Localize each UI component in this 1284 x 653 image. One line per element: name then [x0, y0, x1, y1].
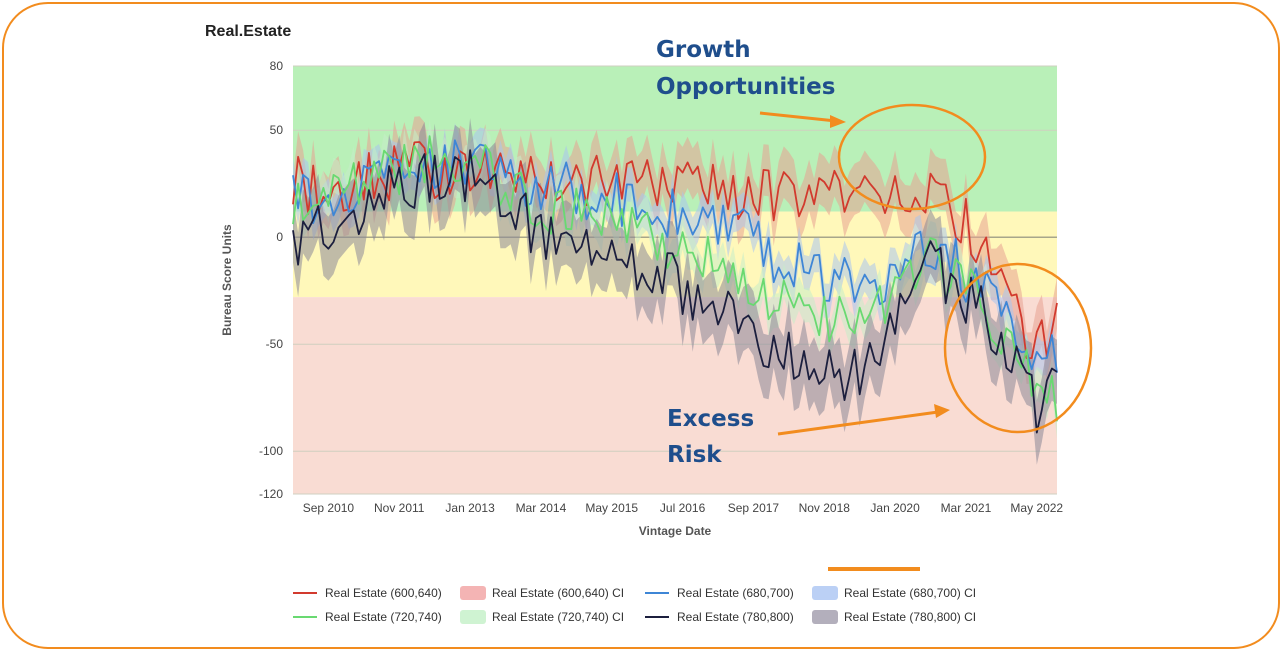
x-axis-ticks: Sep 2010 Nov 2011 Jan 2013 Mar 2014 May 2015… — [303, 501, 1064, 515]
legend-label: Real Estate (720,740) CI — [492, 610, 624, 624]
legend-item[interactable]: Real Estate (720,740) — [293, 610, 442, 624]
legend-label: Real Estate (600,640) — [325, 586, 442, 600]
risk-arrow-shaft — [777, 410, 939, 436]
x-tick-label: May 2022 — [1010, 501, 1063, 515]
x-tick-label: Jan 2013 — [445, 501, 495, 515]
x-tick-label: Sep 2017 — [728, 501, 780, 515]
y-tick-label: 50 — [270, 123, 284, 137]
growth-arrow-shaft — [759, 111, 837, 123]
x-tick-label: Sep 2010 — [303, 501, 355, 515]
growth-highlight-ellipse — [837, 103, 987, 211]
y-tick-label: -120 — [259, 487, 283, 501]
legend-label: Real Estate (680,700) — [677, 586, 794, 600]
legend-swatch-box — [812, 586, 838, 600]
excess-risk-annotation: Excess Risk — [667, 262, 1093, 468]
y-axis-label: Bureau Score Units — [220, 224, 234, 336]
growth-opportunities-annotation: Growth Opportunities — [656, 37, 987, 211]
legend-item[interactable]: Real Estate (600,640) — [293, 586, 442, 600]
series-line-3 — [292, 149, 1058, 434]
series-line-0 — [292, 141, 1058, 360]
legend-item[interactable]: Real Estate (600,640) CI — [460, 586, 624, 600]
risk-annotation-line-1: Excess — [667, 406, 754, 432]
x-axis-label: Vintage Date — [639, 524, 712, 538]
y-tick-label: 0 — [276, 230, 283, 244]
x-tick-label: Mar 2021 — [941, 501, 992, 515]
risk-highlight-ellipse — [943, 262, 1093, 434]
legend-item[interactable]: Real Estate (720,740) CI — [460, 610, 624, 624]
ci-band-series-3 — [293, 118, 1057, 465]
legend-label: Real Estate (680,700) CI — [844, 586, 976, 600]
growth-annotation-line-2: Opportunities — [656, 74, 835, 100]
growth-arrow-head — [830, 115, 846, 128]
y-axis-ticks: 80 50 0 -50 -100 -120 — [259, 59, 283, 501]
legend: Real Estate (600,640) Real Estate (600,64… — [293, 586, 976, 624]
risk-arrow-head — [934, 404, 950, 418]
legend-item[interactable]: Real Estate (780,800) CI — [812, 610, 976, 624]
score-band-2 — [293, 297, 1057, 494]
y-tick-label: -100 — [259, 444, 283, 458]
x-tick-label: May 2015 — [585, 501, 638, 515]
series-line-1 — [292, 139, 1058, 373]
legend-item[interactable]: Real Estate (780,800) — [645, 610, 794, 624]
x-tick-label: Nov 2018 — [799, 501, 851, 515]
legend-item[interactable]: Real Estate (680,700) CI — [812, 586, 976, 600]
risk-annotation-line-2: Risk — [667, 442, 722, 468]
series-line-2 — [292, 135, 1058, 422]
legend-label: Real Estate (780,800) — [677, 610, 794, 624]
legend-swatch-box — [812, 610, 838, 624]
x-tick-label: Jul 2016 — [660, 501, 706, 515]
chart-title: Real.Estate — [205, 23, 291, 40]
legend-label: Real Estate (720,740) — [325, 610, 442, 624]
y-tick-label: -50 — [266, 337, 284, 351]
legend-swatch-box — [460, 610, 486, 624]
series-lines — [292, 135, 1058, 434]
growth-annotation-line-1: Growth — [656, 37, 751, 63]
confidence-intervals — [293, 116, 1057, 465]
y-tick-label: 80 — [270, 59, 284, 73]
legend-swatch-box — [460, 586, 486, 600]
x-tick-label: Jan 2020 — [870, 501, 920, 515]
legend-item[interactable]: Real Estate (680,700) — [645, 586, 794, 600]
ci-band-series-0 — [293, 116, 1057, 384]
x-tick-label: Nov 2011 — [374, 501, 425, 515]
x-tick-label: Mar 2014 — [516, 501, 567, 515]
legend-label: Real Estate (780,800) CI — [844, 610, 976, 624]
legend-label: Real Estate (600,640) CI — [492, 586, 624, 600]
